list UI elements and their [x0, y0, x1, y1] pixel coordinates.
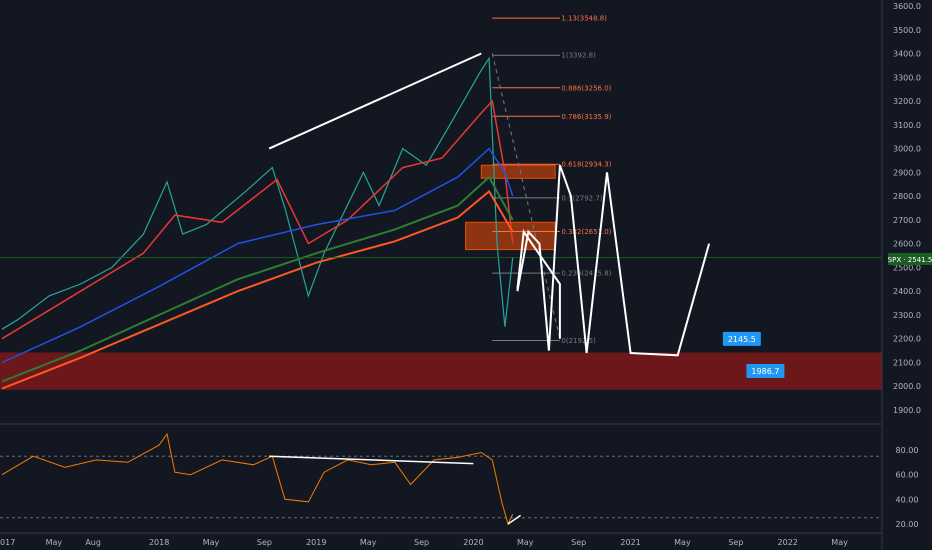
callout-box-0 [722, 331, 761, 346]
time-tick-15: 2022 [778, 538, 798, 547]
time-tick-14: Sep [728, 538, 743, 547]
price-tick-2: 2100.0 [893, 358, 921, 367]
fib-projection-line [491, 53, 561, 339]
last-price-badge [888, 253, 932, 265]
price-tick-9: 2800.0 [893, 192, 921, 201]
time-tick-2: Aug [85, 538, 101, 547]
price-tick-10: 2900.0 [893, 168, 921, 177]
callout-label-1: 1986.7 [751, 367, 779, 376]
time-tick-0: 2017 [0, 538, 15, 547]
series-price [1, 56, 514, 330]
price-tick-11: 3000.0 [893, 145, 921, 154]
series-ma-long-green [1, 175, 514, 383]
price-tick-8: 2700.0 [893, 216, 921, 225]
price-tick-0: 1900.0 [893, 406, 921, 415]
series-ma-mid [1, 147, 514, 364]
price-axis[interactable]: 1900.0 2000.0 2100.0 2200.0 2300.0 2400.0 2500… [893, 2, 921, 415]
time-tick-9: 2020 [463, 538, 483, 547]
price-tick-1: 2000.0 [893, 382, 921, 391]
time-tick-7: May [360, 538, 377, 547]
rsi-tick-2: 60.00 [896, 471, 919, 480]
time-tick-1: May [46, 538, 63, 547]
rsi-line [1, 432, 514, 526]
rsi-axis[interactable]: 20.00 40.00 60.00 80.00 [896, 446, 919, 529]
price-tick-14: 3300.0 [893, 73, 921, 82]
time-tick-16: May [831, 538, 848, 547]
fib-label-4: 0.618(2934.3) [561, 161, 611, 169]
fib-label-5: 0.5(2792.7) [561, 194, 602, 202]
price-tick-3: 2200.0 [893, 335, 921, 344]
callout-box-1 [746, 363, 785, 378]
time-tick-6: 2019 [306, 538, 326, 547]
time-tick-13: May [674, 538, 691, 547]
fib-layer: 1.13(3548.8) 1(3392.8) 0.886(3256.0) 0.786(… [492, 15, 612, 345]
annotation-layer: 2145.5 1986.7 [268, 52, 785, 378]
series-ma-long-orange [1, 189, 514, 390]
fib-label-2: 0.886(3256.0) [561, 84, 611, 92]
projection-path [516, 164, 711, 357]
time-tick-4: May [203, 538, 220, 547]
fib-label-3: 0.786(3135.9) [561, 113, 611, 121]
callout-label-0: 2145.5 [728, 335, 756, 344]
time-tick-3: 2018 [149, 538, 169, 547]
fib-label-8: 0(2192.5) [561, 337, 596, 345]
rsi-trendline-0 [269, 455, 474, 465]
price-tick-12: 3100.0 [893, 121, 921, 130]
price-tick-15: 3400.0 [893, 50, 921, 59]
zone-0 [0, 352, 882, 390]
series-layer [0, 53, 882, 390]
last-price-label: SPX · 2541.5 [888, 256, 932, 264]
price-tick-17: 3600.0 [893, 2, 921, 11]
time-tick-12: 2021 [620, 538, 640, 547]
price-tick-16: 3500.0 [893, 26, 921, 35]
time-tick-8: Sep [414, 538, 429, 547]
rsi-pane [0, 432, 882, 526]
price-tick-7: 2600.0 [893, 240, 921, 249]
fib-label-7: 0.236(2475.8) [561, 270, 611, 278]
price-tick-6: 2500.0 [893, 263, 921, 272]
fib-label-1: 1(3392.8) [561, 52, 596, 60]
price-tick-5: 2400.0 [893, 287, 921, 296]
zone-layer [0, 164, 882, 390]
time-tick-10: May [517, 538, 534, 547]
trendline-0 [268, 52, 482, 150]
rsi-tick-3: 80.00 [896, 446, 919, 455]
rsi-tick-1: 40.00 [896, 495, 919, 504]
zone-1 [480, 164, 556, 179]
price-tick-4: 2300.0 [893, 311, 921, 320]
time-axis[interactable]: 2017 May Aug 2018 May Sep 2019 May Sep 2020 May Sep… [0, 538, 848, 547]
series-ma-short [1, 99, 514, 340]
price-tick-13: 3200.0 [893, 97, 921, 106]
fib-label-6: 0.382(2651.0) [561, 228, 611, 236]
time-tick-5: Sep [257, 538, 272, 547]
last-price-marker: SPX · 2541.5 [888, 253, 932, 265]
fib-label-0: 1.13(3548.8) [561, 15, 607, 23]
rsi-trendline-1 [507, 514, 522, 525]
rsi-tick-0: 20.00 [896, 520, 919, 529]
projection-path-2 [516, 229, 561, 339]
time-tick-11: Sep [571, 538, 586, 547]
